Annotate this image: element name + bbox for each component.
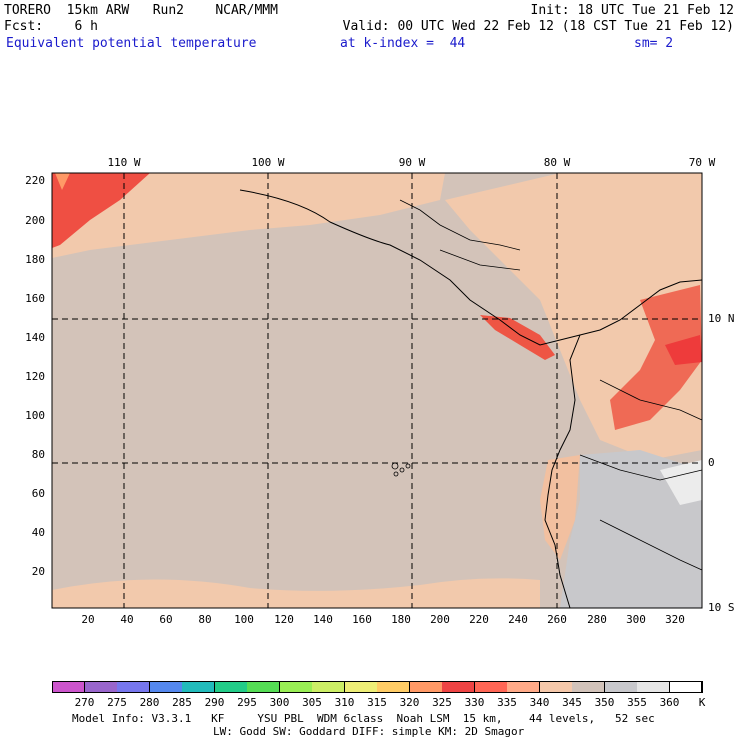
colorbar-level-label: 315 [367, 696, 387, 709]
y-tick: 40 [31, 526, 45, 539]
y-tick: 180 [25, 253, 45, 266]
colorbar-level-label: 330 [464, 696, 485, 709]
x-tick: 100 [234, 613, 254, 626]
colorbar-unit: K [698, 696, 706, 709]
colorbar-swatch [669, 681, 703, 693]
colorbar-level-label: 325 [432, 696, 452, 709]
y-tick: 100 [25, 409, 45, 422]
y-tick: 140 [25, 331, 45, 344]
x-tick: 140 [313, 613, 333, 626]
colorbar-level-label: 280 [139, 696, 160, 709]
theta-e-max-colombia [665, 335, 702, 365]
theta-e-high-colombia [610, 285, 702, 430]
coastline-central-america [239, 189, 703, 346]
x-tick: 260 [547, 613, 567, 626]
x-tick: 280 [587, 613, 607, 626]
lat-lon-gridlines [52, 173, 702, 608]
x-tick: 120 [274, 613, 294, 626]
x-tick: 60 [159, 613, 173, 626]
colorbar-level-label: 275 [107, 696, 127, 709]
country-borders-south [579, 379, 703, 571]
country-borders [399, 199, 521, 271]
x-tick: 200 [430, 613, 450, 626]
x-tick: 80 [198, 613, 212, 626]
y-tick: 80 [31, 448, 45, 461]
colorbar-level-label: 285 [172, 696, 192, 709]
colorbar-level-label: 270 [74, 696, 95, 709]
lon-label-70w: 70 W [688, 156, 716, 169]
y-tick: 200 [25, 214, 45, 227]
colorbar-level-label: 355 [627, 696, 647, 709]
x-tick: 320 [665, 613, 685, 626]
theta-e-band-north [52, 173, 445, 258]
colorbar-frame [52, 681, 702, 693]
theta-e-core-nw [55, 173, 70, 190]
theta-e-high-nw [52, 173, 150, 248]
lat-label-0: 0 [708, 456, 715, 469]
x-tick: 180 [391, 613, 411, 626]
colorbar-level-label: 310 [334, 696, 355, 709]
lat-label-10n: 10 N [708, 312, 735, 325]
colorbar-level-label: 350 [594, 696, 615, 709]
colorbar-level-label: 300 [269, 696, 290, 709]
lon-label-110w: 110 W [107, 156, 141, 169]
colorbar-level-label: 335 [497, 696, 517, 709]
colorbar-level-label: 295 [237, 696, 257, 709]
field-name: Equivalent potential temperature [6, 36, 257, 51]
theta-e-low-andes [560, 450, 702, 608]
y-tick: 220 [25, 174, 45, 187]
x-tick: 300 [626, 613, 646, 626]
lat-label-10s: 10 S [708, 601, 735, 614]
level-label: at k-index = 44 [340, 36, 466, 51]
model-info: Model Info: V3.3.1 KF YSU PBL WDM 6class… [72, 712, 655, 725]
colorbar-level-label: 305 [302, 696, 322, 709]
x-tick: 220 [469, 613, 489, 626]
lon-label-100w: 100 W [251, 156, 285, 169]
y-tick: 120 [25, 370, 45, 383]
map-frame [51, 172, 703, 609]
header-forecast-hour: Fcst: 6 h [4, 19, 98, 34]
x-tick: 40 [120, 613, 134, 626]
header-title: TORERO 15km ARW Run2 NCAR/MMM [4, 3, 278, 18]
colorbar-level-label: 290 [204, 696, 225, 709]
smoothing-label: sm= 2 [634, 36, 674, 51]
colorbar-level-label: 340 [529, 696, 550, 709]
y-tick: 160 [25, 292, 45, 305]
x-tick: 160 [352, 613, 372, 626]
x-tick: 20 [81, 613, 95, 626]
theta-e-min-andes [660, 460, 702, 505]
lon-label-80w: 80 W [543, 156, 571, 169]
theta-e-band-south [52, 578, 540, 608]
x-tick: 240 [508, 613, 528, 626]
theta-e-high-costa-rica [480, 315, 555, 360]
y-tick: 60 [31, 487, 45, 500]
header-init-time: Init: 18 UTC Tue 21 Feb 12 [530, 3, 735, 18]
physics-info: LW: Godd SW: Goddard DIFF: simple KM: 2D… [213, 725, 525, 738]
colorbar-level-label: 345 [562, 696, 582, 709]
y-tick: 20 [31, 565, 45, 578]
lon-label-90w: 90 W [398, 156, 426, 169]
colorbar-level-label: 360 [659, 696, 680, 709]
header-valid-time: Valid: 00 UTC Wed 22 Feb 12 (18 CST Tue … [342, 19, 734, 34]
colorbar-level-label: 320 [399, 696, 420, 709]
